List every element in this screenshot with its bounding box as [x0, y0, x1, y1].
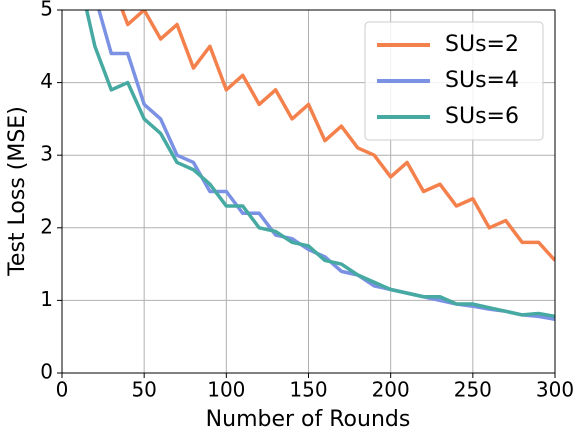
plot-lines — [84, 10, 555, 321]
x-tick-label: 50 — [131, 378, 156, 402]
y-axis-label: Test Loss (MSE) — [5, 106, 30, 277]
plot-frame — [61, 9, 556, 374]
legend-label: SUs=6 — [445, 104, 519, 129]
x-axis-label: Number of Rounds — [206, 407, 411, 432]
x-tick-label: 300 — [536, 378, 574, 402]
x-tick-label: 250 — [454, 378, 492, 402]
y-tick-label: 4 — [40, 69, 53, 93]
x-tick-label: 0 — [56, 378, 69, 402]
y-tick-label: 0 — [40, 360, 53, 384]
legend-label: SUs=2 — [445, 32, 519, 57]
data-line — [120, 10, 555, 262]
x-tick-label: 200 — [372, 378, 410, 402]
legend-box — [364, 21, 544, 141]
data-line — [84, 10, 555, 319]
x-tick-label: 150 — [289, 378, 327, 402]
y-tick-label: 1 — [40, 287, 53, 311]
y-tick-label: 5 — [40, 0, 53, 21]
y-tick-label: 3 — [40, 142, 53, 166]
legend-label: SUs=4 — [445, 68, 519, 93]
x-tick-label: 100 — [207, 378, 245, 402]
y-tick-label: 2 — [40, 214, 53, 238]
data-line — [97, 10, 555, 321]
